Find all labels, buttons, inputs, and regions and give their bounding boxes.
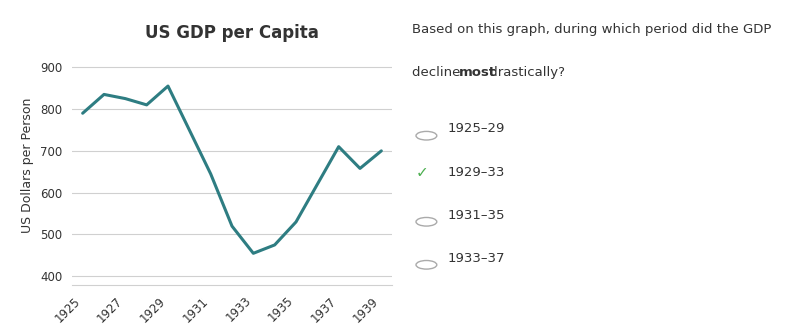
Text: 1929–33: 1929–33	[448, 166, 506, 178]
Text: 1931–35: 1931–35	[448, 209, 506, 221]
Text: decline: decline	[412, 66, 465, 79]
Text: 1925–29: 1925–29	[448, 122, 506, 135]
Text: 1933–37: 1933–37	[448, 252, 506, 264]
Text: Based on this graph, during which period did the GDP: Based on this graph, during which period…	[412, 23, 771, 36]
Text: most: most	[458, 66, 495, 79]
Text: drastically?: drastically?	[485, 66, 565, 79]
Y-axis label: US Dollars per Person: US Dollars per Person	[22, 98, 34, 233]
Text: ✓: ✓	[416, 166, 429, 180]
Title: US GDP per Capita: US GDP per Capita	[145, 24, 319, 42]
